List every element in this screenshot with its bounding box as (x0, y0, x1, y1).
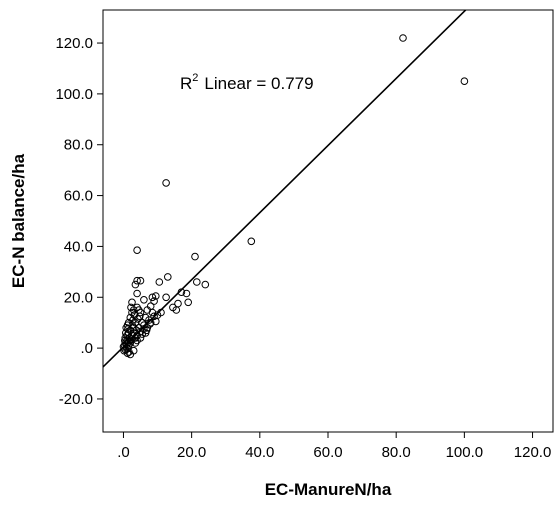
data-point (399, 34, 407, 42)
data-point (184, 298, 192, 307)
data-point (124, 325, 132, 333)
data-point (201, 280, 210, 289)
x-tick-label: 100.0 (446, 444, 484, 461)
data-point (152, 292, 160, 300)
data-point (133, 289, 141, 298)
data-point (123, 321, 132, 330)
data-point (131, 339, 140, 347)
data-point (122, 329, 130, 337)
data-point (142, 326, 151, 335)
annotation-superscript: 2 (192, 72, 198, 84)
y-tick-label: 40.0 (64, 238, 93, 255)
y-axis: -20.0 .0 20.0 40.0 60.0 80.0 100.0 120.0 (55, 35, 103, 408)
data-point (129, 316, 137, 324)
data-point (136, 276, 145, 285)
data-point (460, 77, 469, 85)
data-point (138, 330, 146, 338)
x-tick-label: 80.0 (382, 444, 411, 461)
x-tick-label: 60.0 (313, 444, 342, 461)
data-point (128, 321, 137, 330)
data-point (127, 303, 135, 312)
y-tick-label: -20.0 (59, 391, 93, 408)
data-point (191, 252, 199, 261)
data-point (121, 336, 129, 345)
data-point (150, 312, 158, 321)
y-tick-label: 80.0 (64, 137, 93, 154)
data-point (125, 348, 133, 356)
data-point (193, 278, 201, 286)
fit-line (103, 10, 467, 368)
data-point (126, 313, 135, 322)
data-point (182, 289, 191, 298)
data-point (128, 308, 136, 317)
fit-line-layer (103, 10, 467, 368)
data-point (150, 297, 158, 305)
data-point (145, 316, 153, 324)
points-layer (119, 34, 469, 359)
y-tick-label: 60.0 (64, 188, 93, 205)
y-tick-label: 100.0 (55, 86, 93, 103)
data-point (128, 298, 136, 307)
x-tick-label: 40.0 (245, 444, 274, 461)
data-point (148, 308, 157, 317)
y-tick-label: .0 (80, 340, 93, 357)
annotation-prefix: R (180, 74, 192, 93)
data-point (120, 341, 129, 350)
r-squared-annotation: R2 Linear = 0.779 (180, 72, 314, 93)
data-point (162, 179, 170, 187)
data-point (135, 306, 143, 314)
x-tick-label: 120.0 (514, 444, 552, 461)
data-point (172, 306, 181, 314)
data-point (133, 276, 141, 285)
annotation-text: Linear = 0.779 (204, 74, 313, 93)
x-tick-label: 20.0 (177, 444, 206, 461)
y-tick-label: 120.0 (55, 35, 93, 52)
x-axis: .0 20.0 40.0 60.0 80.0 100.0 120.0 (117, 432, 551, 461)
data-point (247, 237, 256, 246)
y-tick-label: 20.0 (64, 289, 93, 306)
data-point (155, 278, 164, 286)
data-point (131, 280, 140, 289)
data-point (133, 246, 141, 254)
x-tick-label: .0 (117, 444, 130, 461)
data-point (162, 293, 170, 302)
y-axis-title: EC-N balance/ha (9, 153, 28, 288)
data-point (164, 273, 172, 281)
data-point (148, 293, 157, 302)
data-point (140, 296, 148, 304)
data-point (129, 346, 138, 355)
x-axis-title: EC-ManureN/ha (265, 480, 392, 499)
